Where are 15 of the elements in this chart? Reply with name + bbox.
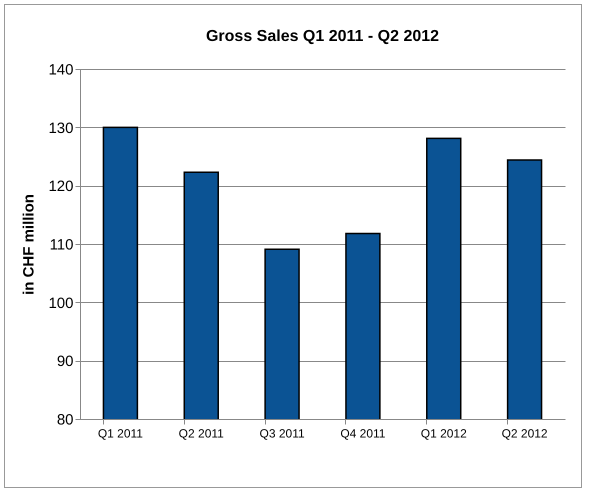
y-tick-label: 100 bbox=[48, 294, 74, 312]
chart-title: Gross Sales Q1 2011 - Q2 2012 bbox=[206, 28, 440, 45]
y-tick-label: 90 bbox=[56, 353, 74, 370]
x-tick-label: Q1 2012 bbox=[420, 426, 468, 440]
y-tick-label: 110 bbox=[50, 236, 74, 254]
x-tick-label: Q3 2011 bbox=[260, 426, 305, 440]
y-tick-label: 130 bbox=[48, 120, 74, 137]
y-tick-label: 140 bbox=[48, 62, 74, 78]
x-tick-label: Q2 2011 bbox=[178, 426, 224, 440]
y-tick-label: 120 bbox=[48, 178, 74, 196]
x-tick-label: Q4 2011 bbox=[340, 426, 386, 440]
x-tick-label: Q1 2011 bbox=[98, 426, 144, 440]
y-axis-title: in CHF million bbox=[20, 194, 38, 295]
x-tick-label: Q2 2012 bbox=[502, 426, 548, 440]
y-tick-label: 80 bbox=[56, 412, 74, 428]
